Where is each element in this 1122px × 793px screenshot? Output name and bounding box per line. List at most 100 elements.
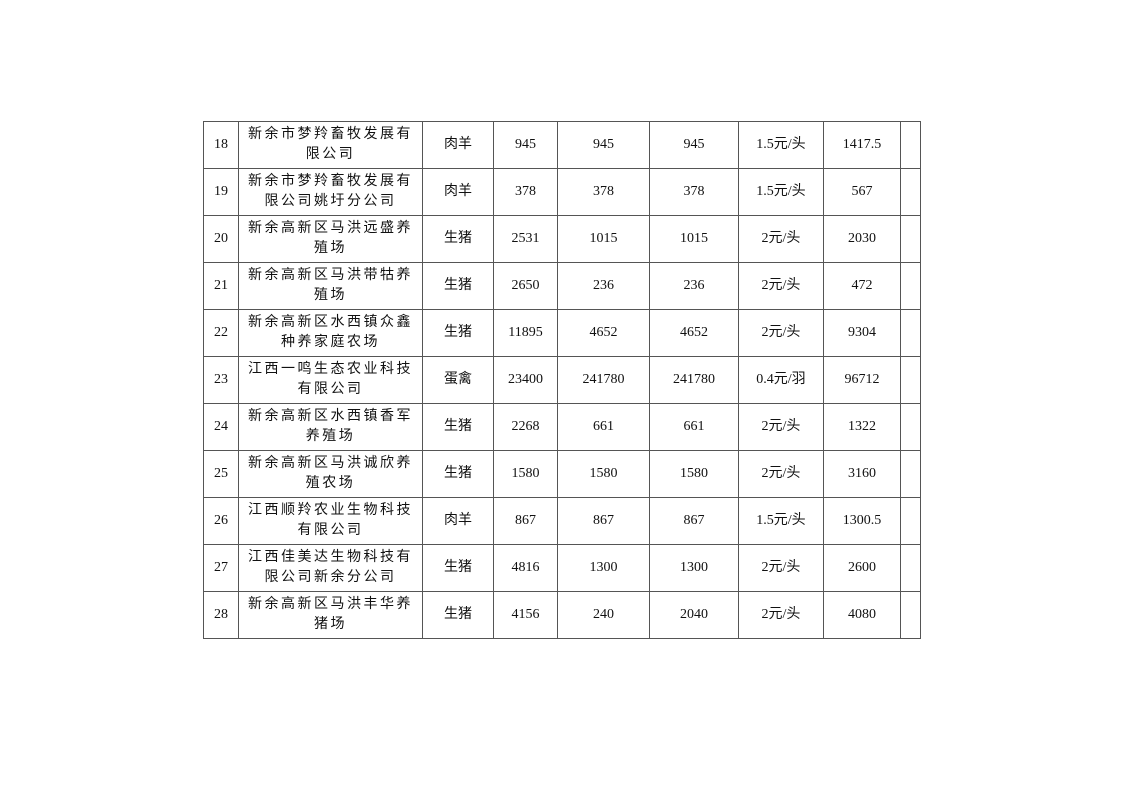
company-name-line: 新余高新区马洪远盛养: [248, 221, 413, 236]
count-1-cell: 23400: [493, 356, 558, 404]
row-number-cell: 23: [203, 356, 239, 404]
count-1-cell: 2531: [493, 215, 558, 263]
livestock-type-cell: 生猪: [422, 309, 494, 357]
count-3-cell: 867: [649, 497, 739, 545]
remarks-cell: [900, 262, 921, 310]
subsidy-table: 18 新余市梦羚畜牧发展有 限公司 肉羊 945 945 945 1.5元/头 1417.5 19…: [203, 121, 921, 639]
subsidy-rate-cell: 2元/头: [738, 215, 824, 263]
livestock-type-cell: 生猪: [422, 215, 494, 263]
count-2-cell: 661: [557, 403, 650, 451]
subsidy-amount-cell: 3160: [823, 450, 901, 498]
company-name-line: 江西顺羚农业生物科技: [248, 503, 413, 518]
subsidy-amount-cell: 1300.5: [823, 497, 901, 545]
remarks-cell: [900, 450, 921, 498]
company-name-cell: 新余高新区水西镇众鑫 种养家庭农场: [238, 309, 423, 357]
company-name-line: 种养家庭农场: [281, 335, 380, 350]
table-row: 28 新余高新区马洪丰华养 猪场 生猪 4156 240 2040 2元/头 4080: [203, 591, 921, 639]
company-name-cell: 新余高新区马洪远盛养 殖场: [238, 215, 423, 263]
company-name-cell: 新余高新区马洪诚欣养 殖农场: [238, 450, 423, 498]
row-number-cell: 19: [203, 168, 239, 216]
subsidy-rate-cell: 1.5元/头: [738, 497, 824, 545]
company-name-line: 新余市梦羚畜牧发展有: [248, 174, 413, 189]
count-3-cell: 236: [649, 262, 739, 310]
remarks-cell: [900, 356, 921, 404]
count-3-cell: 241780: [649, 356, 739, 404]
count-3-cell: 661: [649, 403, 739, 451]
table-row: 24 新余高新区水西镇香军 养殖场 生猪 2268 661 661 2元/头 1322: [203, 403, 921, 451]
table-row: 26 江西顺羚农业生物科技 有限公司 肉羊 867 867 867 1.5元/头 1300.5: [203, 497, 921, 545]
livestock-type-cell: 肉羊: [422, 497, 494, 545]
table-row: 25 新余高新区马洪诚欣养 殖农场 生猪 1580 1580 1580 2元/头 3160: [203, 450, 921, 498]
count-2-cell: 236: [557, 262, 650, 310]
subsidy-rate-cell: 2元/头: [738, 591, 824, 639]
company-name-line: 殖农场: [305, 476, 356, 491]
count-1-cell: 2268: [493, 403, 558, 451]
count-3-cell: 945: [649, 121, 739, 169]
company-name-line: 限公司姚圩分公司: [264, 194, 397, 209]
subsidy-amount-cell: 472: [823, 262, 901, 310]
company-name-line: 新余高新区马洪带牯养: [248, 268, 413, 283]
company-name-cell: 新余市梦羚畜牧发展有 限公司姚圩分公司: [238, 168, 423, 216]
remarks-cell: [900, 591, 921, 639]
company-name-cell: 江西佳美达生物科技有 限公司新余分公司: [238, 544, 423, 592]
livestock-type-cell: 肉羊: [422, 168, 494, 216]
count-2-cell: 1580: [557, 450, 650, 498]
subsidy-amount-cell: 2030: [823, 215, 901, 263]
count-1-cell: 378: [493, 168, 558, 216]
count-2-cell: 240: [557, 591, 650, 639]
remarks-cell: [900, 309, 921, 357]
company-name-line: 殖场: [314, 241, 347, 256]
subsidy-amount-cell: 567: [823, 168, 901, 216]
company-name-cell: 新余高新区马洪丰华养 猪场: [238, 591, 423, 639]
count-3-cell: 2040: [649, 591, 739, 639]
table-row: 22 新余高新区水西镇众鑫 种养家庭农场 生猪 11895 4652 4652 2元/头 930…: [203, 309, 921, 357]
count-2-cell: 1300: [557, 544, 650, 592]
subsidy-rate-cell: 2元/头: [738, 450, 824, 498]
livestock-type-cell: 肉羊: [422, 121, 494, 169]
subsidy-amount-cell: 1417.5: [823, 121, 901, 169]
count-2-cell: 4652: [557, 309, 650, 357]
company-name-cell: 新余市梦羚畜牧发展有 限公司: [238, 121, 423, 169]
table-row: 19 新余市梦羚畜牧发展有 限公司姚圩分公司 肉羊 378 378 378 1.5元/头 567: [203, 168, 921, 216]
subsidy-rate-cell: 1.5元/头: [738, 121, 824, 169]
company-name-line: 新余高新区马洪丰华养: [248, 597, 413, 612]
subsidy-rate-cell: 2元/头: [738, 403, 824, 451]
remarks-cell: [900, 403, 921, 451]
count-3-cell: 1580: [649, 450, 739, 498]
remarks-cell: [900, 497, 921, 545]
company-name-cell: 新余高新区马洪带牯养 殖场: [238, 262, 423, 310]
row-number-cell: 22: [203, 309, 239, 357]
count-3-cell: 1015: [649, 215, 739, 263]
table-row: 27 江西佳美达生物科技有 限公司新余分公司 生猪 4816 1300 1300 2元/头 26…: [203, 544, 921, 592]
remarks-cell: [900, 544, 921, 592]
row-number-cell: 25: [203, 450, 239, 498]
subsidy-rate-cell: 0.4元/羽: [738, 356, 824, 404]
count-2-cell: 378: [557, 168, 650, 216]
company-name-cell: 江西顺羚农业生物科技 有限公司: [238, 497, 423, 545]
livestock-type-cell: 生猪: [422, 591, 494, 639]
company-name-line: 新余高新区水西镇香军: [248, 409, 413, 424]
subsidy-rate-cell: 2元/头: [738, 309, 824, 357]
count-1-cell: 1580: [493, 450, 558, 498]
row-number-cell: 21: [203, 262, 239, 310]
row-number-cell: 28: [203, 591, 239, 639]
subsidy-amount-cell: 4080: [823, 591, 901, 639]
subsidy-amount-cell: 2600: [823, 544, 901, 592]
livestock-type-cell: 生猪: [422, 262, 494, 310]
company-name-line: 江西佳美达生物科技有: [248, 550, 413, 565]
table-row: 18 新余市梦羚畜牧发展有 限公司 肉羊 945 945 945 1.5元/头 1417.5: [203, 121, 921, 169]
livestock-type-cell: 生猪: [422, 544, 494, 592]
count-2-cell: 945: [557, 121, 650, 169]
company-name-line: 养殖场: [305, 429, 356, 444]
count-1-cell: 2650: [493, 262, 558, 310]
count-2-cell: 241780: [557, 356, 650, 404]
count-2-cell: 867: [557, 497, 650, 545]
row-number-cell: 24: [203, 403, 239, 451]
count-1-cell: 867: [493, 497, 558, 545]
table-row: 23 江西一鸣生态农业科技 有限公司 蛋禽 23400 241780 241780 0.4元/…: [203, 356, 921, 404]
row-number-cell: 27: [203, 544, 239, 592]
company-name-cell: 新余高新区水西镇香军 养殖场: [238, 403, 423, 451]
remarks-cell: [900, 121, 921, 169]
count-1-cell: 11895: [493, 309, 558, 357]
count-3-cell: 4652: [649, 309, 739, 357]
